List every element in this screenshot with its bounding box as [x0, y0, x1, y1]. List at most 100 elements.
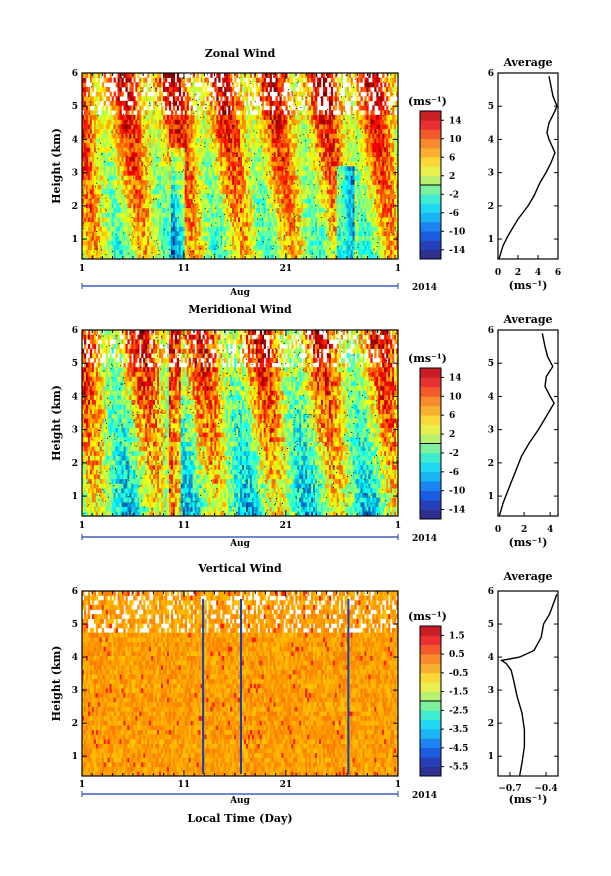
colorbar-label: -3.5	[449, 725, 468, 735]
colorbar-segment	[420, 212, 441, 223]
colorbar-segment	[420, 194, 441, 204]
colorbar-unit: (ms⁻¹)	[408, 95, 447, 108]
colorbar-label: -5.5	[449, 763, 468, 773]
colorbar-segment	[420, 635, 441, 646]
average-y-tick-label: 6	[488, 587, 494, 597]
average-x-tick-label: −0.4	[534, 784, 557, 794]
y-tick-label: 4	[72, 135, 78, 145]
year-label: 2014	[412, 534, 437, 544]
colorbar-segment	[420, 672, 441, 683]
plot-frame	[81, 590, 399, 777]
average-x-tick-label: 4	[547, 525, 553, 535]
colorbar-segment	[420, 175, 441, 186]
average-y-tick-label: 2	[488, 459, 494, 469]
average-frame	[497, 72, 559, 260]
y-tick-label: 4	[72, 653, 78, 663]
colorbar-segment	[420, 766, 441, 777]
average-x-tick-label: 0	[495, 268, 501, 278]
x-tick-label: 11	[178, 521, 191, 531]
y-tick-label: 2	[72, 202, 78, 212]
colorbar-segment	[420, 747, 441, 758]
average-x-tick-label: 0	[495, 525, 501, 535]
colorbar-segment	[420, 166, 441, 177]
colorbar-segment	[420, 719, 441, 730]
colorbar-segment	[420, 654, 441, 664]
average-y-tick-label: 4	[488, 653, 494, 663]
colorbar-label: -14	[449, 246, 465, 256]
colorbar-segment	[420, 157, 441, 167]
average-y-tick-label: 4	[488, 135, 494, 145]
y-tick-label: 5	[72, 102, 78, 112]
x-tick-label: 1	[395, 780, 401, 790]
colorbar-label: -10	[449, 227, 465, 237]
colorbar-label: 6	[449, 411, 455, 421]
colorbar-segment	[420, 203, 441, 214]
contour-dots	[82, 330, 399, 517]
colorbar-segment	[420, 738, 441, 749]
colorbar-label: -0.5	[449, 669, 468, 679]
colorbar-label: 2	[449, 172, 455, 182]
colorbar-label: -2	[449, 190, 459, 200]
colorbar-segment	[420, 757, 441, 767]
colorbar-segment	[420, 222, 441, 232]
colorbar-segment	[420, 368, 441, 378]
colorbar-segment	[420, 626, 441, 636]
colorbar-segment	[420, 462, 441, 473]
average-y-tick-label: 4	[488, 392, 494, 402]
x-tick-label: 21	[280, 264, 293, 274]
average-y-tick-label: 6	[488, 326, 494, 336]
y-tick-label: 6	[72, 326, 78, 336]
x-tick-label: 1	[79, 780, 85, 790]
colorbar-segment	[420, 377, 441, 388]
month-label: Aug	[229, 539, 251, 549]
x-tick-label: 1	[395, 521, 401, 531]
average-y-tick-label: 1	[488, 752, 494, 762]
average-y-tick-label: 2	[488, 202, 494, 212]
y-axis-label: Height (km)	[50, 128, 63, 204]
heatmap-field	[82, 73, 399, 260]
colorbar-label: 1.5	[449, 631, 465, 641]
colorbar-label: 14	[449, 116, 462, 126]
colorbar-label: -1.5	[449, 688, 468, 698]
colorbar-label: -2	[449, 449, 459, 459]
average-y-tick-label: 6	[488, 69, 494, 79]
colorbar-label: -14	[449, 506, 465, 516]
average-x-tick-label: 2	[515, 268, 521, 278]
average-profile-line	[499, 594, 558, 777]
colorbar-label: -4.5	[449, 744, 468, 754]
colorbar-segment	[420, 386, 441, 397]
month-line-cap	[81, 791, 399, 797]
colorbar-segment	[420, 691, 441, 702]
x-tick-label: 21	[280, 780, 293, 790]
average-frame	[497, 590, 559, 777]
colorbar-segment	[420, 405, 441, 416]
colorbar-segment	[420, 129, 441, 140]
colorbar-segment	[420, 471, 441, 482]
colorbar-segment	[420, 185, 441, 195]
average-frame	[497, 329, 559, 517]
plot-frame	[81, 329, 399, 517]
x-tick-label: 1	[395, 264, 401, 274]
average-title: Average	[502, 56, 552, 69]
colorbar-segment	[420, 710, 441, 721]
average-y-tick-label: 3	[488, 686, 494, 696]
colorbar-segment	[420, 663, 441, 674]
y-tick-label: 3	[72, 426, 78, 436]
x-tick-label: 1	[79, 264, 85, 274]
colorbar-segment	[420, 111, 441, 121]
colorbar-segment	[420, 509, 441, 520]
colorbar-label: -10	[449, 487, 465, 497]
average-unit: (ms⁻¹)	[509, 279, 548, 292]
colorbar-segment	[420, 701, 441, 711]
colorbar-segment	[420, 452, 441, 463]
colorbar-segment	[420, 729, 441, 739]
colorbar-label: 14	[449, 373, 462, 383]
heatmap-field	[82, 591, 399, 777]
colorbar-segment	[420, 424, 441, 435]
colorbar-segment	[420, 443, 441, 454]
average-y-tick-label: 1	[488, 492, 494, 502]
average-title: Average	[502, 313, 552, 326]
colorbar-segment	[420, 396, 441, 407]
